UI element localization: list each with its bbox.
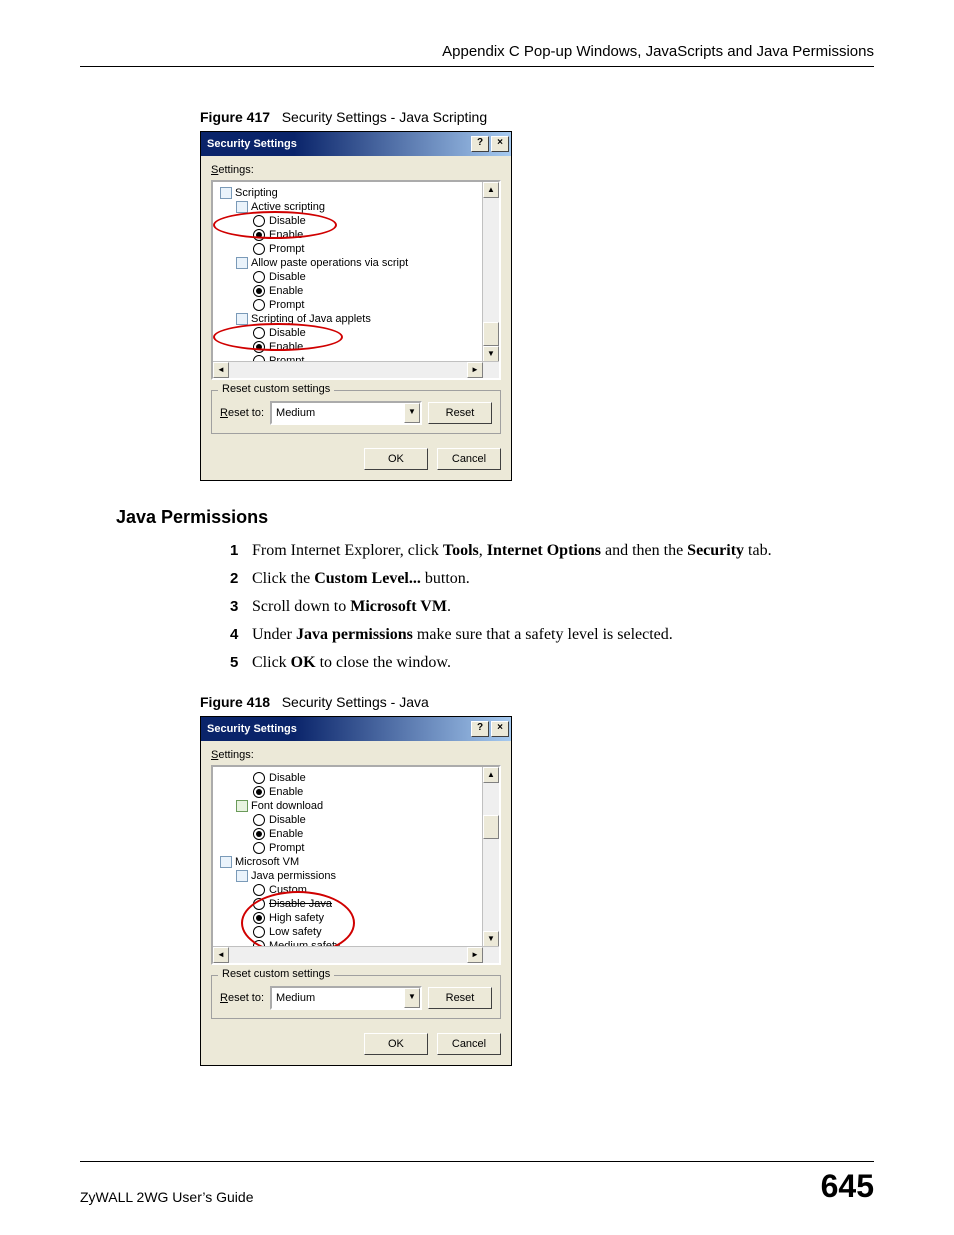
radio-high-safety[interactable]: High safety — [217, 911, 499, 925]
header-rule: Appendix C Pop-up Windows, JavaScripts a… — [80, 66, 874, 67]
radio-prompt[interactable]: Prompt — [217, 298, 499, 312]
reset-group-legend: Reset custom settings — [218, 968, 334, 980]
radio-enable[interactable]: Enable — [217, 827, 499, 841]
chevron-down-icon[interactable]: ▼ — [404, 988, 420, 1008]
footer-guide: ZyWALL 2WG User’s Guide — [80, 1189, 254, 1205]
vertical-scrollbar[interactable]: ▲ ▼ — [482, 182, 499, 362]
scroll-left-button[interactable]: ◄ — [213, 362, 229, 378]
help-button[interactable]: ? — [471, 136, 489, 152]
reset-custom-settings-group: Reset custom settings Reset to: Medium ▼… — [211, 975, 501, 1019]
page-number: 645 — [821, 1168, 874, 1205]
scroll-thumb[interactable] — [483, 322, 499, 346]
scroll-right-button[interactable]: ► — [467, 362, 483, 378]
radio-custom[interactable]: Custom — [217, 883, 499, 897]
settings-label: SSettings:ettings: — [211, 164, 501, 176]
script-icon — [235, 201, 249, 213]
scroll-up-button[interactable]: ▲ — [483, 767, 499, 783]
settings-tree-1: Scripting Active scripting Disable Enabl… — [211, 180, 501, 380]
radio-disable[interactable]: Disable — [217, 326, 499, 340]
tree-row: Scripting of Java applets — [217, 312, 499, 326]
settings-label: Settings: — [211, 749, 501, 761]
reset-custom-settings-group: Reset custom settings Reset to: Medium ▼… — [211, 390, 501, 434]
script-icon — [219, 187, 233, 199]
horizontal-scrollbar[interactable]: ◄ ► — [213, 946, 499, 963]
java-icon — [235, 870, 249, 882]
appendix-title: Appendix C Pop-up Windows, JavaScripts a… — [442, 43, 874, 60]
step-2: 2Click the Custom Level... button. — [230, 566, 874, 592]
reset-to-label: Reset to: — [220, 992, 264, 1004]
script-icon — [235, 313, 249, 325]
radio-low-safety[interactable]: Low safety — [217, 925, 499, 939]
vertical-scrollbar[interactable]: ▲ ▼ — [482, 767, 499, 947]
step-4: 4Under Java permissions make sure that a… — [230, 622, 874, 648]
radio-disable-java[interactable]: Disable Java — [217, 897, 499, 911]
radio-disable[interactable]: Disable — [217, 813, 499, 827]
radio-prompt[interactable]: Prompt — [217, 242, 499, 256]
font-icon — [235, 800, 249, 812]
scroll-left-button[interactable]: ◄ — [213, 947, 229, 963]
ok-button[interactable]: OK — [364, 1033, 428, 1055]
security-settings-dialog-1: Security Settings ? × SSettings:ettings:… — [200, 131, 512, 481]
dialog2-title: Security Settings — [207, 723, 297, 735]
step-3: 3Scroll down to Microsoft VM. — [230, 594, 874, 620]
close-button[interactable]: × — [491, 721, 509, 737]
scroll-up-button[interactable]: ▲ — [483, 182, 499, 198]
tree-row: Font download — [217, 799, 499, 813]
tree-row: Scripting — [217, 186, 499, 200]
cancel-button[interactable]: Cancel — [437, 1033, 501, 1055]
page-footer: ZyWALL 2WG User’s Guide 645 — [80, 1161, 874, 1205]
radio-enable[interactable]: Enable — [217, 340, 499, 354]
step-1: 1From Internet Explorer, click Tools, In… — [230, 538, 874, 564]
reset-level-value: Medium — [276, 992, 315, 1004]
tree-row: Microsoft VM — [217, 855, 499, 869]
reset-button[interactable]: Reset — [428, 987, 492, 1009]
java-permissions-heading: Java Permissions — [116, 507, 874, 528]
figure-417-num: Figure 417 — [200, 109, 270, 125]
radio-enable[interactable]: Enable — [217, 785, 499, 799]
java-permissions-steps: 1From Internet Explorer, click Tools, In… — [80, 538, 874, 676]
radio-enable[interactable]: Enable — [217, 228, 499, 242]
figure-417-title: Security Settings - Java Scripting — [282, 109, 487, 125]
figure-417-caption: Figure 417 Security Settings - Java Scri… — [200, 109, 874, 125]
chevron-down-icon[interactable]: ▼ — [404, 403, 420, 423]
figure-418-caption: Figure 418 Security Settings - Java — [200, 694, 874, 710]
dialog1-title: Security Settings — [207, 138, 297, 150]
scroll-thumb[interactable] — [483, 815, 499, 839]
reset-button[interactable]: Reset — [428, 402, 492, 424]
close-button[interactable]: × — [491, 136, 509, 152]
figure-418-num: Figure 418 — [200, 694, 270, 710]
tree-row: Allow paste operations via script — [217, 256, 499, 270]
settings-tree-2: Disable Enable Font download Disable Ena… — [211, 765, 501, 965]
scroll-down-button[interactable]: ▼ — [483, 346, 499, 362]
ok-button[interactable]: OK — [364, 448, 428, 470]
horizontal-scrollbar[interactable]: ◄ ► — [213, 361, 499, 378]
reset-to-label: Reset to: — [220, 407, 264, 419]
radio-disable[interactable]: Disable — [217, 771, 499, 785]
radio-disable[interactable]: Disable — [217, 214, 499, 228]
figure-418-title: Security Settings - Java — [282, 694, 429, 710]
dialog2-titlebar: Security Settings ? × — [201, 717, 511, 741]
reset-level-dropdown[interactable]: Medium ▼ — [270, 986, 422, 1010]
cancel-button[interactable]: Cancel — [437, 448, 501, 470]
reset-level-dropdown[interactable]: Medium ▼ — [270, 401, 422, 425]
vm-icon — [219, 856, 233, 868]
radio-enable[interactable]: Enable — [217, 284, 499, 298]
tree-row: Java permissions — [217, 869, 499, 883]
scroll-down-button[interactable]: ▼ — [483, 931, 499, 947]
reset-group-legend: Reset custom settings — [218, 383, 334, 395]
security-settings-dialog-2: Security Settings ? × Settings: Disable … — [200, 716, 512, 1066]
step-5: 5Click OK to close the window. — [230, 650, 874, 676]
tree-row: Active scripting — [217, 200, 499, 214]
script-icon — [235, 257, 249, 269]
help-button[interactable]: ? — [471, 721, 489, 737]
radio-disable[interactable]: Disable — [217, 270, 499, 284]
dialog1-titlebar: Security Settings ? × — [201, 132, 511, 156]
scroll-right-button[interactable]: ► — [467, 947, 483, 963]
radio-prompt[interactable]: Prompt — [217, 841, 499, 855]
reset-level-value: Medium — [276, 407, 315, 419]
